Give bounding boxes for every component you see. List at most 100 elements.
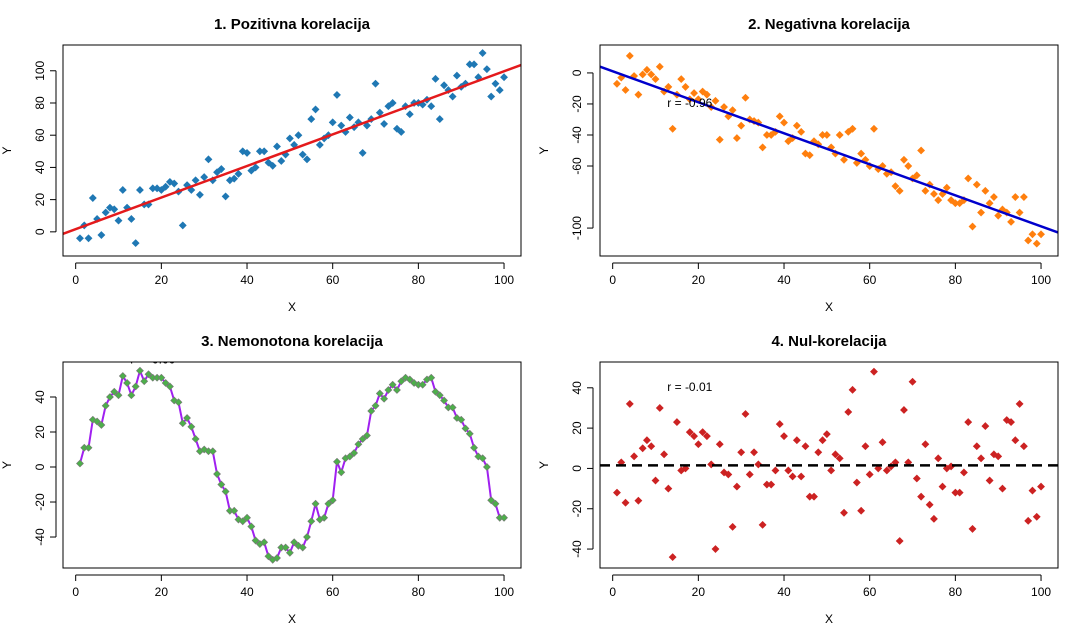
point xyxy=(345,113,354,122)
point xyxy=(840,155,848,164)
point xyxy=(732,134,741,143)
y-tick-label: -100 xyxy=(570,216,584,240)
point xyxy=(384,102,393,111)
point xyxy=(1011,436,1020,445)
annotation: r = -0.96 xyxy=(667,96,712,110)
point xyxy=(968,222,977,231)
chart-title: 4. Nul-korelacija xyxy=(771,333,887,350)
point xyxy=(994,211,1003,220)
point xyxy=(431,74,440,83)
point xyxy=(264,158,273,167)
point xyxy=(784,466,793,475)
point xyxy=(405,110,414,119)
point xyxy=(655,62,664,71)
point xyxy=(964,174,973,183)
connect-line xyxy=(78,367,505,561)
point xyxy=(333,91,341,99)
point xyxy=(487,496,496,505)
point xyxy=(157,186,166,194)
point xyxy=(500,73,508,82)
y-axis-label: Y xyxy=(537,461,551,469)
x-tick-label: 0 xyxy=(72,273,79,287)
plot-area: r = -0.96 xyxy=(600,51,1058,248)
point xyxy=(478,49,487,57)
point xyxy=(934,196,943,205)
point xyxy=(127,391,136,400)
point xyxy=(311,105,320,114)
point xyxy=(440,396,448,405)
point xyxy=(187,422,196,431)
point xyxy=(844,408,853,416)
point xyxy=(792,121,801,130)
point xyxy=(191,435,200,443)
point xyxy=(337,468,346,477)
point xyxy=(298,543,307,552)
point xyxy=(243,148,251,157)
point xyxy=(930,190,938,198)
x-axis-label: X xyxy=(288,612,296,626)
point xyxy=(427,373,436,382)
point xyxy=(448,92,457,101)
point xyxy=(88,194,97,202)
point xyxy=(874,464,883,473)
point xyxy=(178,419,187,428)
point xyxy=(431,387,440,396)
point xyxy=(345,452,354,461)
point xyxy=(1037,482,1045,491)
point xyxy=(118,372,127,380)
point xyxy=(690,432,698,441)
x-axis-label: X xyxy=(288,300,296,314)
point xyxy=(320,513,329,522)
point xyxy=(702,90,711,99)
y-tick-label: 20 xyxy=(33,193,47,207)
point xyxy=(724,470,733,479)
point xyxy=(217,480,226,489)
point xyxy=(97,231,106,239)
y-tick-label: 0 xyxy=(570,69,584,76)
point xyxy=(285,134,294,143)
point xyxy=(822,430,831,439)
x-tick-label: 40 xyxy=(777,273,791,287)
point xyxy=(895,186,904,195)
point xyxy=(161,182,170,191)
x-tick-label: 60 xyxy=(326,585,340,599)
x-tick-label: 80 xyxy=(949,273,963,287)
point xyxy=(968,524,977,533)
point xyxy=(221,487,230,496)
point xyxy=(660,450,669,459)
plot-area: r = -0.01 xyxy=(600,367,1058,562)
point xyxy=(106,393,114,401)
point xyxy=(882,466,891,475)
point xyxy=(1011,193,1020,201)
point xyxy=(114,391,123,400)
point xyxy=(1019,442,1028,451)
y-tick-label: -20 xyxy=(33,493,47,511)
point xyxy=(393,124,401,133)
point xyxy=(1024,236,1033,245)
point xyxy=(238,517,247,526)
point xyxy=(981,422,990,431)
chart-title: 1. Pozitivna korelacija xyxy=(214,16,371,33)
point xyxy=(418,380,427,389)
point xyxy=(294,131,303,140)
point xyxy=(728,522,737,531)
y-tick-label: 0 xyxy=(33,228,47,235)
point xyxy=(110,205,119,214)
point xyxy=(457,415,466,424)
x-tick-label: 20 xyxy=(692,273,706,287)
point xyxy=(655,404,664,412)
point xyxy=(840,508,848,517)
point xyxy=(397,128,406,136)
x-tick-label: 20 xyxy=(692,585,706,599)
point xyxy=(260,538,269,547)
x-tick-label: 80 xyxy=(949,585,963,599)
point xyxy=(482,65,491,74)
point xyxy=(273,142,281,151)
fit-line xyxy=(63,63,521,235)
point xyxy=(960,468,968,477)
y-axis-label: Y xyxy=(0,146,14,154)
point xyxy=(93,417,102,426)
point xyxy=(333,457,341,466)
point xyxy=(917,492,926,501)
point xyxy=(638,70,647,79)
